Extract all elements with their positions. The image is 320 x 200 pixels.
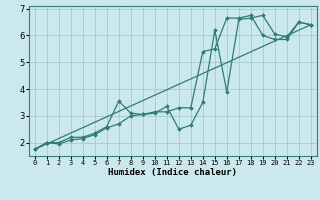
X-axis label: Humidex (Indice chaleur): Humidex (Indice chaleur) bbox=[108, 168, 237, 177]
